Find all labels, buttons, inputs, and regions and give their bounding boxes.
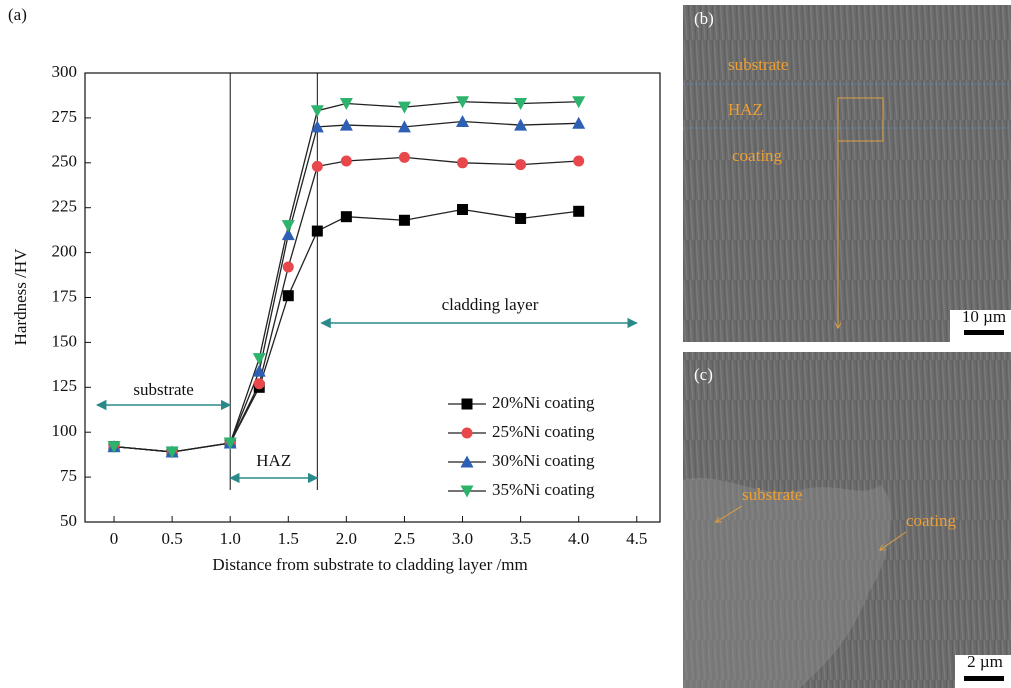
- marker: [282, 220, 295, 232]
- legend-marker: [462, 399, 473, 410]
- x-tick-label: 4.5: [626, 529, 647, 548]
- marker: [457, 157, 468, 168]
- marker: [341, 211, 352, 222]
- y-tick-label: 175: [52, 286, 78, 305]
- y-tick-label: 100: [52, 421, 78, 440]
- x-tick-label: 4.0: [568, 529, 589, 548]
- scale-label: 10 µm: [962, 307, 1006, 326]
- y-tick-label: 225: [52, 197, 78, 216]
- panel-c: (c) substrate coating 2 µm: [683, 352, 1011, 688]
- x-tick-label: 0.5: [161, 529, 182, 548]
- y-tick-label: 125: [52, 376, 78, 395]
- marker: [515, 159, 526, 170]
- marker: [399, 152, 410, 163]
- legend-marker: [462, 428, 473, 439]
- figure: (a) Distance from substrate to cladding …: [0, 0, 1011, 688]
- x-tick-label: 1.5: [278, 529, 299, 548]
- legend-label: 20%Ni coating: [492, 393, 595, 412]
- legend-label: 30%Ni coating: [492, 451, 595, 470]
- x-tick-label: 0: [110, 529, 119, 548]
- annotation: substrate: [133, 380, 193, 399]
- marker: [311, 105, 324, 117]
- y-tick-label: 300: [52, 62, 78, 81]
- x-tick-label: 1.0: [220, 529, 241, 548]
- annotation: substrate: [742, 485, 802, 504]
- marker: [398, 102, 411, 114]
- marker: [341, 156, 352, 167]
- x-tick-label: 3.0: [452, 529, 473, 548]
- marker: [312, 226, 323, 237]
- annotation: cladding layer: [442, 295, 539, 314]
- panel-label: (b): [694, 9, 714, 28]
- scale-label: 2 µm: [967, 652, 1003, 671]
- marker: [283, 261, 294, 272]
- y-tick-label: 250: [52, 152, 78, 171]
- scale-bar: [964, 676, 1004, 681]
- annotation: HAZ: [728, 100, 763, 119]
- marker: [399, 215, 410, 226]
- panel-b: (b) substrate HAZ coating 10 µm: [683, 5, 1011, 342]
- x-tick-label: 3.5: [510, 529, 531, 548]
- legend-label: 25%Ni coating: [492, 422, 595, 441]
- panel-label: (c): [694, 365, 713, 384]
- annotation: substrate: [728, 55, 788, 74]
- y-tick-label: 150: [52, 331, 78, 350]
- series-line: [114, 209, 579, 451]
- y-tick-label: 200: [52, 242, 78, 261]
- marker: [254, 378, 265, 389]
- marker: [573, 206, 584, 217]
- y-tick-label: 75: [60, 466, 77, 485]
- y-tick-label: 50: [60, 511, 77, 530]
- scale-bar: [964, 330, 1004, 335]
- y-axis-label: Hardness /HV: [11, 248, 30, 346]
- legend-label: 35%Ni coating: [492, 480, 595, 499]
- x-tick-label: 2.0: [336, 529, 357, 548]
- x-tick-label: 2.5: [394, 529, 415, 548]
- marker: [283, 290, 294, 301]
- annotation: coating: [732, 146, 783, 165]
- marker: [573, 156, 584, 167]
- annotation: HAZ: [256, 451, 291, 470]
- marker: [515, 213, 526, 224]
- annotation: coating: [906, 511, 957, 530]
- y-tick-label: 275: [52, 107, 78, 126]
- panel-label: (a): [8, 5, 27, 24]
- marker: [456, 115, 469, 127]
- marker: [457, 204, 468, 215]
- marker: [312, 161, 323, 172]
- x-axis-label: Distance from substrate to cladding laye…: [212, 555, 527, 574]
